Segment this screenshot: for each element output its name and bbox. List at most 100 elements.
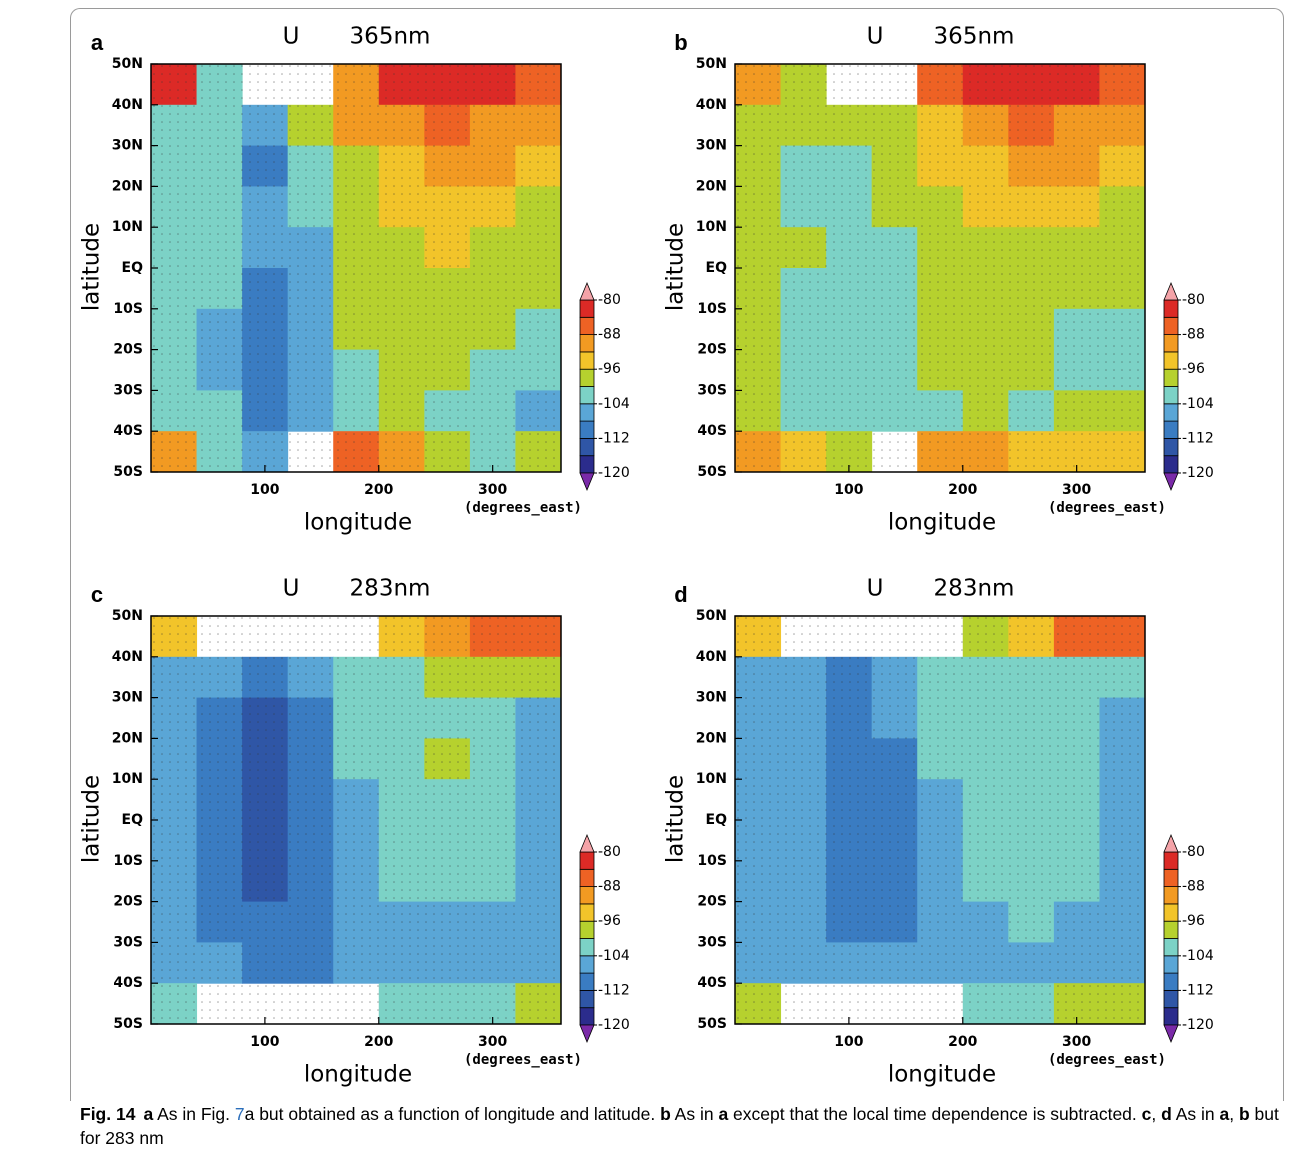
y-tick-label: 20S xyxy=(113,894,143,910)
y-tick-label: 20N xyxy=(696,730,727,746)
panel-label: b xyxy=(674,30,687,55)
colorbar-over xyxy=(579,281,595,301)
x-axis-unit: (degrees_east) xyxy=(1048,500,1166,516)
colorbar-tick-label: -104 xyxy=(1182,948,1214,964)
colorbar-bin xyxy=(579,955,595,974)
colorbar-under xyxy=(1163,1024,1179,1044)
colorbar-bin xyxy=(1163,1007,1179,1026)
y-tick-label: 40N xyxy=(696,649,727,665)
caption-text[interactable]: 7 xyxy=(234,1104,245,1124)
y-tick-label: 20S xyxy=(697,894,727,910)
colorbar-bin xyxy=(579,403,595,422)
colorbar-bin xyxy=(579,368,595,387)
colorbar-bin xyxy=(1163,420,1179,439)
colorbar-bin xyxy=(1163,955,1179,974)
y-tick-label: 40S xyxy=(697,975,727,991)
panel-label: d xyxy=(674,582,687,607)
colorbar-bin xyxy=(1163,334,1179,353)
colorbar-tick-label: -112 xyxy=(1182,982,1214,998)
y-tick-label: EQ xyxy=(122,812,144,828)
chart-subtitle: 365nm xyxy=(934,24,1015,50)
colorbar-tick-label: -120 xyxy=(598,1017,630,1033)
colorbar-tick-label: -88 xyxy=(598,879,621,895)
caption-text: a xyxy=(718,1104,729,1124)
x-tick-label: 300 xyxy=(478,1034,507,1050)
caption: Fig. 14 a As in Fig. 7a but obtained as a… xyxy=(80,1102,1280,1150)
caption-text: Fig. 14 xyxy=(80,1104,136,1124)
x-tick-label: 100 xyxy=(834,1034,863,1050)
x-axis-label: longitude xyxy=(304,510,412,536)
y-tick-label: 20S xyxy=(113,342,143,358)
y-tick-label: 50N xyxy=(112,608,143,624)
panel-label: a xyxy=(91,30,104,55)
y-tick-label: 30S xyxy=(697,934,727,950)
y-tick-label: 10N xyxy=(112,771,143,787)
y-tick-label: 40S xyxy=(113,975,143,991)
colorbar-bin xyxy=(579,886,595,905)
colorbar-bin xyxy=(1163,368,1179,387)
colorbar-tick-label: -96 xyxy=(1182,361,1205,377)
x-axis-unit: (degrees_east) xyxy=(464,1052,582,1068)
colorbar-bin xyxy=(579,386,595,405)
colorbar-bin xyxy=(579,420,595,439)
colorbar-bin xyxy=(579,334,595,353)
y-tick-label: 20N xyxy=(696,178,727,194)
caption-text: but for 283 nm xyxy=(80,1104,1279,1148)
stipple xyxy=(151,64,561,472)
colorbar-tick-label: -80 xyxy=(1182,292,1205,308)
colorbar-tick-label: -96 xyxy=(598,361,621,377)
colorbar-bin xyxy=(1163,868,1179,887)
colorbar-tick-label: -120 xyxy=(598,465,630,481)
chart-title: U xyxy=(867,576,884,602)
caption-text: d xyxy=(1161,1104,1172,1124)
y-tick-label: 40N xyxy=(696,97,727,113)
colorbar-over xyxy=(1163,833,1179,853)
colorbar-bin xyxy=(1163,990,1179,1009)
x-tick-label: 200 xyxy=(364,482,393,498)
colorbar-tick-label: -80 xyxy=(598,292,621,308)
y-axis-label: latitude xyxy=(663,223,689,311)
y-tick-label: 50S xyxy=(113,464,143,480)
y-tick-label: 40S xyxy=(113,423,143,439)
colorbar-bin xyxy=(1163,972,1179,991)
chart-title: U xyxy=(283,576,300,602)
colorbar-bin xyxy=(1163,920,1179,939)
y-tick-label: 30S xyxy=(697,382,727,398)
colorbar-tick-label: -88 xyxy=(1182,327,1205,343)
colorbar-tick-label: -112 xyxy=(598,430,630,446)
colorbar-tick-label: -104 xyxy=(1182,396,1214,412)
colorbar-bin xyxy=(1163,437,1179,457)
caption-text: except that the local time dependence is… xyxy=(728,1104,1142,1124)
colorbar-bin xyxy=(579,455,595,474)
x-axis-unit: (degrees_east) xyxy=(464,500,582,516)
x-tick-label: 200 xyxy=(948,1034,977,1050)
caption-text: a xyxy=(143,1104,154,1124)
colorbar-under xyxy=(579,1024,595,1044)
y-tick-label: 30N xyxy=(696,138,727,154)
panel-label: c xyxy=(91,582,103,607)
colorbar-under xyxy=(1163,472,1179,492)
colorbar-under xyxy=(579,472,595,492)
x-tick-label: 100 xyxy=(250,482,279,498)
colorbar-bin xyxy=(1163,351,1179,370)
colorbar-bin xyxy=(1163,903,1179,922)
colorbar-bin xyxy=(579,920,595,939)
colorbar-bin xyxy=(1163,851,1179,870)
colorbar-tick-label: -80 xyxy=(1182,844,1205,860)
stipple xyxy=(151,616,561,1024)
y-tick-label: 40S xyxy=(697,423,727,439)
chart-subtitle: 365nm xyxy=(350,24,431,50)
chart-subtitle: 283nm xyxy=(350,576,431,602)
y-tick-label: 10N xyxy=(696,771,727,787)
y-tick-label: 50N xyxy=(112,56,143,72)
colorbar-tick-label: -96 xyxy=(598,913,621,929)
colorbar-bin xyxy=(579,990,595,1009)
y-tick-label: 50S xyxy=(697,464,727,480)
colorbar-bin xyxy=(1163,886,1179,905)
colorbar-bin xyxy=(1163,299,1179,318)
colorbar-tick-label: -112 xyxy=(598,982,630,998)
colorbar-tick-label: -120 xyxy=(1182,465,1214,481)
y-tick-label: 30N xyxy=(112,138,143,154)
colorbar-over xyxy=(1163,281,1179,301)
